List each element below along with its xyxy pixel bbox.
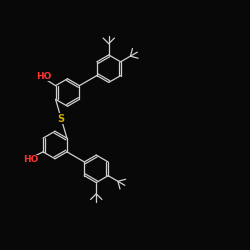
Text: S: S — [58, 114, 65, 124]
Text: HO: HO — [23, 155, 38, 164]
Text: HO: HO — [36, 72, 51, 82]
